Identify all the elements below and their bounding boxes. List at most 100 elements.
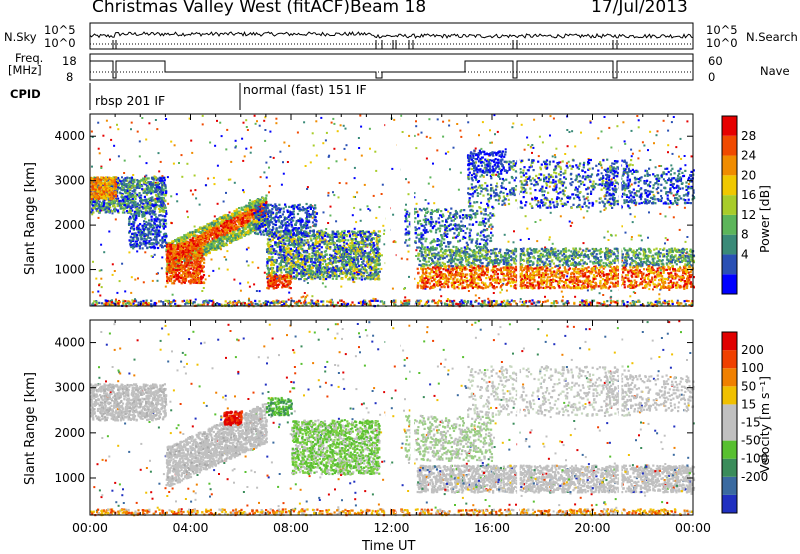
echo-cell	[121, 194, 123, 196]
echo-cell	[253, 283, 255, 285]
echo-cell	[108, 231, 110, 233]
echo-cell	[300, 302, 302, 304]
echo-cell	[601, 172, 603, 174]
echo-cell	[139, 183, 141, 185]
echo-cell	[395, 241, 397, 243]
echo-cell	[596, 275, 598, 277]
echo-cell	[532, 147, 534, 149]
echo-cell	[539, 264, 541, 266]
echo-cell	[631, 238, 633, 240]
echo-cell	[91, 182, 93, 184]
echo-cell	[156, 273, 158, 275]
echo-cell	[526, 228, 528, 230]
echo-cell	[403, 288, 405, 290]
echo-cell	[186, 237, 188, 239]
echo-cell	[542, 301, 544, 303]
echo-cell	[199, 270, 201, 272]
echo-cell	[180, 266, 182, 268]
echo-cell	[590, 122, 592, 124]
echo-cell	[100, 278, 102, 280]
echo-cell	[174, 280, 176, 282]
echo-cell	[134, 279, 136, 281]
echo-cell	[137, 277, 139, 279]
echo-cell	[380, 268, 382, 270]
echo-cell	[259, 290, 261, 292]
echo-cell	[615, 301, 617, 303]
echo-cell	[245, 221, 247, 223]
echo-cell	[607, 231, 609, 233]
echo-cell	[154, 254, 156, 256]
echo-cell	[222, 238, 224, 240]
echo-cell	[417, 134, 419, 136]
echo-cell	[201, 255, 203, 257]
echo-cell	[250, 152, 252, 154]
echo-cell	[128, 251, 130, 253]
echo-cell	[113, 145, 115, 147]
echo-cell	[344, 159, 346, 161]
echo-cell	[145, 209, 147, 211]
echo-cell	[162, 303, 164, 305]
echo-cell	[611, 235, 613, 237]
echo-cell	[275, 122, 277, 124]
echo-cell	[180, 277, 182, 279]
echo-cell	[197, 257, 199, 259]
echo-cell	[353, 196, 355, 198]
echo-cell	[242, 189, 244, 191]
echo-cell	[406, 258, 408, 260]
echo-cell	[101, 302, 103, 304]
echo-cell	[221, 135, 223, 137]
echo-cell	[170, 195, 172, 197]
echo-cell	[196, 274, 198, 276]
echo-cell	[615, 234, 617, 236]
echo-cell	[164, 194, 166, 196]
echo-cell	[521, 124, 523, 126]
echo-cell	[177, 265, 179, 267]
echo-cell	[182, 258, 184, 260]
echo-cell	[529, 300, 531, 302]
echo-cell	[639, 150, 641, 152]
echo-cell	[152, 190, 154, 192]
echo-cell	[287, 161, 289, 163]
echo-cell	[207, 178, 209, 180]
echo-cell	[91, 131, 93, 133]
echo-cell	[579, 301, 581, 303]
echo-cell	[426, 158, 428, 160]
echo-cell	[328, 155, 330, 157]
echo-cell	[392, 288, 394, 290]
echo-cell	[191, 261, 193, 263]
echo-cell	[352, 214, 354, 216]
echo-cell	[288, 292, 290, 294]
echo-cell	[333, 148, 335, 150]
echo-cell	[122, 302, 124, 304]
echo-cell	[470, 303, 472, 305]
echo-cell	[211, 233, 213, 235]
echo-cell	[183, 278, 185, 280]
echo-cell	[161, 200, 163, 202]
echo-cell	[403, 300, 405, 302]
echo-cell	[240, 290, 242, 292]
echo-cell	[94, 201, 96, 203]
echo-cell	[569, 131, 571, 133]
echo-cell	[239, 230, 241, 232]
echo-cell	[135, 195, 137, 197]
echo-cell	[219, 217, 221, 219]
echo-cell	[266, 177, 268, 179]
echo-cell	[213, 224, 215, 226]
echo-cell	[686, 120, 688, 122]
echo-cell	[160, 214, 162, 216]
echo-cell	[173, 276, 175, 278]
echo-cell	[669, 206, 671, 208]
echo-cell	[638, 235, 640, 237]
echo-cell	[119, 280, 121, 282]
echo-cell	[178, 281, 180, 283]
echo-cell	[221, 234, 223, 236]
echo-cell	[360, 301, 362, 303]
echo-cell	[148, 122, 150, 124]
echo-cell	[190, 256, 192, 258]
echo-cell	[191, 244, 193, 246]
echo-cell	[400, 301, 402, 303]
echo-cell	[606, 300, 608, 302]
echo-cell	[553, 300, 555, 302]
echo-cell	[304, 292, 306, 294]
echo-cell	[98, 217, 100, 219]
